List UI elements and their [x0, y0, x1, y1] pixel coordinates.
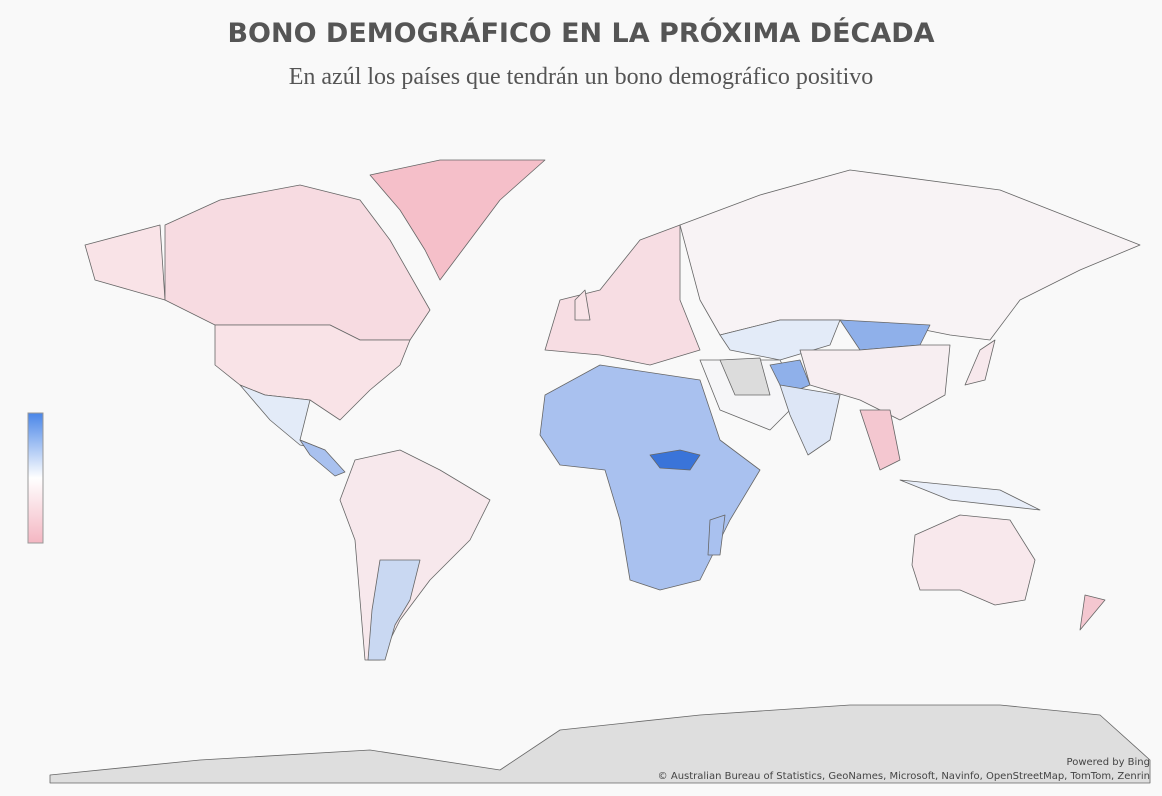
iran: [719, 357, 771, 396]
japan: [964, 339, 996, 386]
alaska: [84, 224, 166, 301]
australia: [911, 514, 1036, 606]
africa: [539, 364, 761, 591]
china: [799, 344, 951, 421]
new-zealand: [1079, 594, 1106, 631]
title: BONO DEMOGRÁFICO EN LA PRÓXIMA DÉCADA: [227, 17, 934, 49]
madagascar: [707, 514, 726, 556]
uk: [574, 289, 591, 321]
subtitle: En azúl los países que tendrán un bono d…: [289, 64, 874, 90]
color-legend: [27, 412, 44, 544]
powered-by: Powered by Bing: [1067, 757, 1150, 768]
canada: [164, 184, 431, 341]
south-sudan: [649, 449, 701, 471]
usa: [214, 324, 411, 421]
india: [779, 384, 841, 456]
greenland: [369, 159, 546, 281]
map: [49, 159, 1151, 784]
attribution: © Australian Bureau of Statistics, GeoNa…: [658, 771, 1150, 782]
indonesia: [899, 479, 1041, 511]
argentina: [367, 559, 421, 661]
central-america: [299, 439, 346, 477]
antarctica: [49, 704, 1151, 784]
southeast-asia: [859, 409, 901, 471]
